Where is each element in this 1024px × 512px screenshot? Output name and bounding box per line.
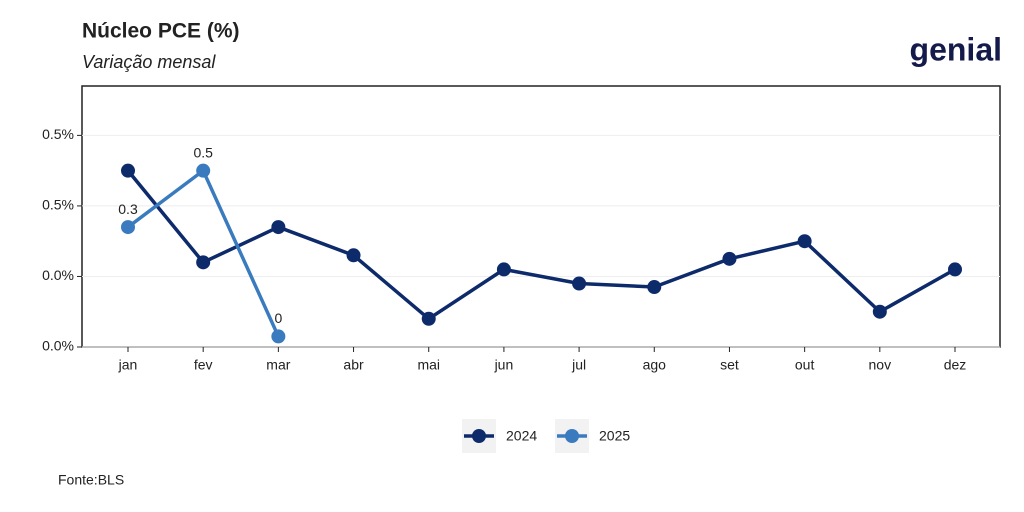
point bbox=[346, 248, 361, 263]
point bbox=[496, 262, 511, 277]
point bbox=[421, 311, 436, 326]
chart-title: Núcleo PCE (%) bbox=[82, 20, 240, 43]
x-tick-label: jun bbox=[494, 357, 514, 373]
point bbox=[722, 251, 737, 266]
point bbox=[948, 262, 962, 277]
chart-subtitle: Variação mensal bbox=[82, 52, 216, 72]
x-tick-label: jan bbox=[118, 357, 138, 373]
x-tick-label: mai bbox=[417, 357, 440, 373]
data-label: 0.3 bbox=[118, 201, 138, 217]
point bbox=[196, 255, 211, 270]
point bbox=[121, 220, 135, 235]
source: Fonte:BLS bbox=[58, 472, 124, 488]
x-tick-label: abr bbox=[343, 357, 364, 373]
y-tick-label: 0.5% bbox=[42, 126, 74, 142]
x-tick-label: jul bbox=[571, 357, 586, 373]
point bbox=[647, 280, 662, 295]
brand-logo: genial bbox=[910, 31, 1002, 67]
point bbox=[196, 163, 211, 178]
legend-key-point bbox=[565, 429, 579, 443]
x-tick-label: mar bbox=[266, 357, 290, 373]
legend-label: 2025 bbox=[599, 428, 630, 444]
point bbox=[271, 329, 286, 344]
legend-label: 2024 bbox=[506, 428, 537, 444]
data-label: 0.5 bbox=[193, 144, 213, 160]
plot-panel bbox=[81, 85, 1001, 348]
point bbox=[271, 220, 286, 235]
series-line bbox=[126, 169, 956, 321]
point bbox=[797, 234, 812, 249]
x-tick-label: dez bbox=[944, 357, 967, 373]
x-tick-label: ago bbox=[643, 357, 667, 373]
point bbox=[121, 163, 135, 178]
point bbox=[872, 304, 887, 319]
x-tick-label: nov bbox=[869, 357, 892, 373]
x-tick-label: fev bbox=[194, 357, 213, 373]
legend-key-point bbox=[472, 429, 486, 443]
x-tick-label: out bbox=[795, 357, 815, 373]
y-tick-label: 0.0% bbox=[42, 338, 74, 354]
y-tick-label: 0.5% bbox=[42, 197, 74, 213]
point bbox=[572, 276, 587, 291]
y-tick-label: 0.0% bbox=[42, 267, 74, 283]
data-label: 0 bbox=[274, 310, 282, 326]
x-tick-label: set bbox=[720, 357, 739, 373]
